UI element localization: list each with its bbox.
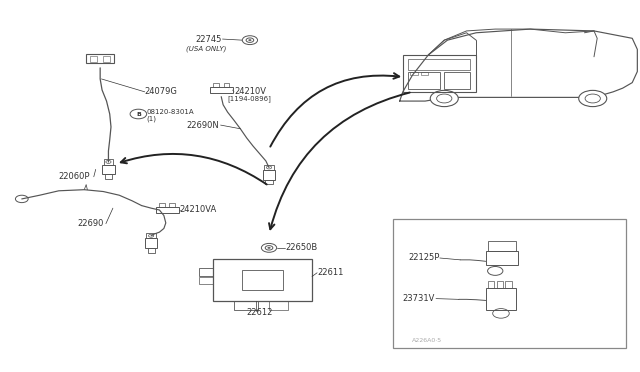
Text: B: B	[136, 112, 141, 116]
Text: 22612: 22612	[246, 308, 273, 317]
Bar	[156, 207, 179, 213]
Bar	[104, 159, 113, 164]
Text: 24210VA: 24210VA	[180, 205, 217, 215]
Text: 22650B: 22650B	[285, 243, 317, 252]
Text: 22745: 22745	[196, 35, 222, 44]
Bar	[486, 251, 518, 265]
Bar	[410, 71, 418, 75]
Bar	[159, 203, 164, 207]
Bar	[170, 203, 175, 207]
Text: A226A0·5: A226A0·5	[412, 338, 442, 343]
Bar	[266, 180, 273, 185]
Bar	[263, 170, 275, 180]
Bar	[408, 59, 470, 70]
Bar	[444, 72, 470, 89]
Circle shape	[268, 247, 270, 248]
Bar	[105, 174, 112, 179]
Bar	[403, 55, 476, 92]
Text: [1194-0896]: [1194-0896]	[228, 95, 271, 102]
Bar	[148, 248, 155, 253]
Bar	[486, 288, 516, 310]
Text: 24210V: 24210V	[234, 87, 266, 96]
Text: 22690: 22690	[78, 219, 104, 228]
Bar	[102, 164, 115, 174]
Bar	[243, 270, 283, 291]
Circle shape	[430, 90, 458, 107]
Text: 22125P: 22125P	[408, 253, 439, 263]
Text: 24079G: 24079G	[145, 87, 178, 96]
Text: (USA ONLY): (USA ONLY)	[186, 45, 227, 52]
Bar	[408, 72, 440, 89]
Text: (1): (1)	[147, 115, 157, 122]
Circle shape	[248, 39, 251, 41]
Bar	[506, 281, 512, 288]
Bar	[264, 165, 274, 170]
Bar	[488, 281, 494, 288]
Bar	[213, 259, 312, 301]
Bar	[103, 56, 110, 62]
Bar	[90, 56, 97, 62]
Text: 22690N: 22690N	[186, 121, 219, 129]
Bar	[488, 241, 516, 251]
Text: 22611: 22611	[317, 267, 344, 277]
Bar	[394, 219, 626, 349]
Bar	[199, 277, 213, 284]
Bar	[234, 301, 258, 310]
Bar	[497, 281, 503, 288]
Bar	[86, 54, 114, 64]
Bar	[213, 83, 219, 87]
Bar	[147, 233, 156, 238]
Bar	[420, 71, 428, 75]
Bar	[199, 268, 213, 276]
Bar	[145, 238, 157, 248]
Bar	[269, 301, 288, 310]
Circle shape	[579, 90, 607, 107]
Text: 23731V: 23731V	[403, 294, 435, 303]
Bar	[210, 87, 233, 93]
Bar	[223, 83, 229, 87]
Text: 08120-8301A: 08120-8301A	[147, 109, 195, 115]
Text: 22060P: 22060P	[59, 172, 90, 181]
